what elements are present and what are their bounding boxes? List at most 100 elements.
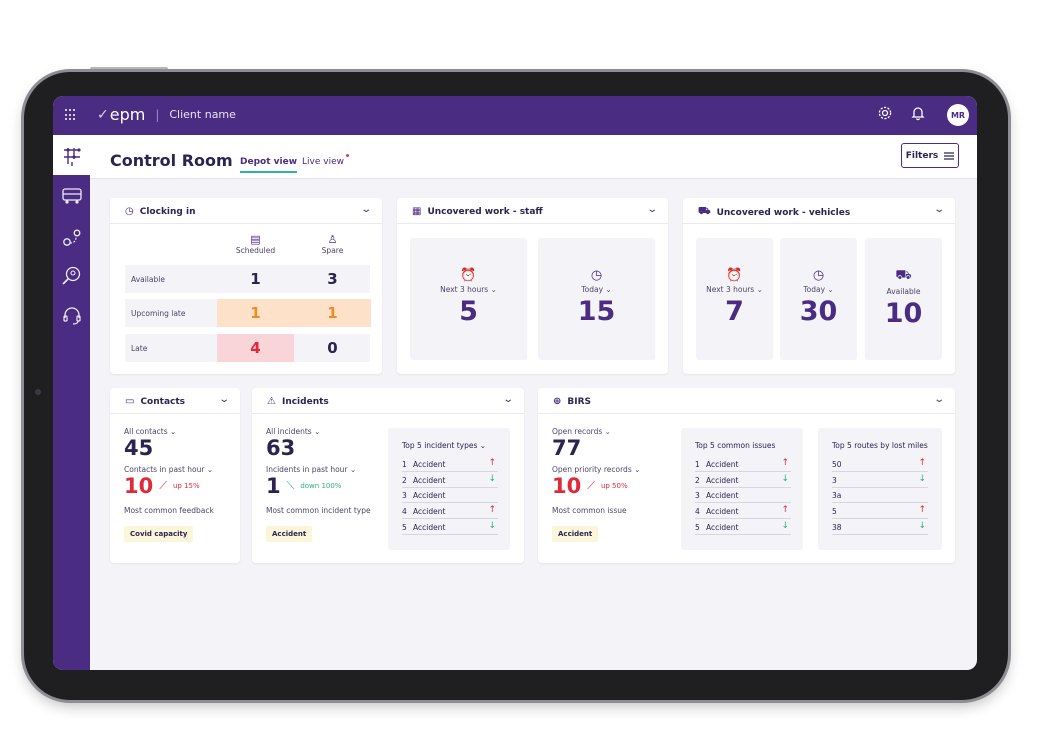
chevron-down-icon[interactable]: ⌄ <box>932 204 945 215</box>
live-indicator-dot <box>345 154 349 157</box>
tab-live-view[interactable]: Live view <box>302 154 349 167</box>
trend-up-icon: ⟋ <box>587 479 595 492</box>
top-common-issues: Top 5 common issues 1 Accident ↑ 2 Accident… <box>681 428 803 550</box>
scheduled-label: Scheduled <box>235 246 276 255</box>
route: 38 <box>832 523 842 532</box>
item-text: Accident <box>413 491 446 500</box>
incidents-title: Incidents <box>281 396 329 407</box>
rank: 1 <box>402 460 407 469</box>
past-hour-label[interactable]: Incidents in past hour <box>266 465 348 474</box>
alarm-clock-icon: ⏰ <box>726 268 743 283</box>
uncovered-vehicles-header[interactable]: ⛟ Uncovered work - vehicles ⌄ <box>683 198 955 224</box>
upcoming-late-scheduled-value: 1 <box>217 299 294 327</box>
trend-up-icon: ⟋ <box>159 479 167 492</box>
tab-depot-view[interactable]: Depot view <box>240 157 298 173</box>
spare-column-header: ♙ Spare <box>294 233 371 255</box>
tile-value: 10 <box>884 298 923 329</box>
tile-value: 15 <box>577 296 616 327</box>
arrow-up-icon: ↑ <box>781 458 789 468</box>
open-records-label[interactable]: Open records <box>552 427 603 436</box>
sidebar-item-vehicles[interactable] <box>53 187 90 209</box>
priority-records-label[interactable]: Open priority records <box>552 465 632 474</box>
row-label: Late <box>131 344 148 353</box>
sidebar-item-support[interactable] <box>53 305 90 331</box>
contacts-title-wrap: ▭ Contacts <box>125 396 185 407</box>
tablet-camera <box>35 389 41 395</box>
clocking-in-title-wrap: ◷ Clocking in <box>125 206 196 217</box>
clocking-in-header[interactable]: ◷ Clocking in ⌄ <box>110 198 382 224</box>
sidebar <box>53 135 90 670</box>
common-issue-label: Most common issue <box>552 506 627 515</box>
available-scheduled-value: 1 <box>250 270 261 288</box>
clocking-in-title: Clocking in <box>139 206 196 217</box>
tile-label: Available <box>886 287 921 296</box>
rank: 5 <box>695 523 700 532</box>
client-name: Client name <box>169 108 236 121</box>
uncovered-staff-card: ▦ Uncovered work - staff ⌄ ⏰ Next 3 hour… <box>397 198 668 374</box>
all-contacts-label[interactable]: All contacts <box>124 427 168 436</box>
arrow-down-icon: ↓ <box>488 521 496 531</box>
trend-text: up 50% <box>600 482 628 490</box>
vehicles-today-tile[interactable]: ◷ Today ⌄ 30 <box>780 238 857 360</box>
chevron-down-icon[interactable]: ⌄ <box>932 394 945 405</box>
grid-icon[interactable] <box>65 109 77 121</box>
top-bar: ✓ epm | Client name MR <box>53 96 977 135</box>
chevron-down-icon[interactable]: ⌄ <box>359 204 372 215</box>
list-item: 5 Accident ↓ <box>402 520 498 535</box>
calendar-icon: ▦ <box>412 206 422 217</box>
bell-icon[interactable] <box>910 105 926 125</box>
row-label: Upcoming late <box>131 309 186 318</box>
tile-value: 30 <box>799 296 838 327</box>
uncovered-vehicles-title: Uncovered work - vehicles <box>716 207 851 218</box>
rank: 3 <box>695 491 700 500</box>
contacts-header[interactable]: ▭ Contacts ⌄ <box>110 388 240 414</box>
clocking-row-upcoming-late: Upcoming late 1 1 <box>125 299 371 327</box>
rank: 4 <box>402 507 407 516</box>
route: 50 <box>832 460 842 469</box>
bus-add-icon: ⛟ <box>895 268 912 283</box>
all-incidents-label[interactable]: All incidents <box>266 427 312 436</box>
sidebar-item-search[interactable] <box>53 265 90 291</box>
control-room-icon <box>64 148 81 166</box>
late-spare-value: 0 <box>327 339 338 357</box>
app-screen: ✓ epm | Client name MR <box>53 96 977 670</box>
past-hour-label[interactable]: Contacts in past hour <box>124 465 205 474</box>
vehicles-next-3-hours-tile[interactable]: ⏰ Next 3 hours ⌄ 7 <box>696 238 773 360</box>
arrow-up-icon: ↑ <box>781 505 789 515</box>
item-text: Accident <box>706 460 739 469</box>
incident-type-chip: Accident <box>266 526 313 542</box>
chevron-down-icon[interactable]: ⌄ <box>645 204 658 215</box>
filters-label: Filters <box>905 150 939 161</box>
late-scheduled-value: 4 <box>217 334 294 362</box>
birs-title: BIRS <box>567 396 592 407</box>
staff-next-3-hours-tile[interactable]: ⏰ Next 3 hours ⌄ 5 <box>410 238 527 360</box>
sidebar-item-routes[interactable] <box>53 227 90 253</box>
chevron-down-icon[interactable]: ⌄ <box>501 394 514 405</box>
top-routes-lost-miles: Top 5 routes by lost miles 50 ↑ 3 ↓ 3a 5 ↑ … <box>818 428 942 550</box>
filters-button[interactable]: Filters <box>901 143 959 168</box>
staff-today-tile[interactable]: ◷ Today ⌄ 15 <box>538 238 655 360</box>
birs-card: ⊕ BIRS ⌄ Open records ⌄ 77 Open priority… <box>538 388 955 563</box>
birs-body: Open records ⌄ 77 Open priority records … <box>552 427 640 542</box>
incidents-title-wrap: ⚠ Incidents <box>267 396 329 407</box>
top-incident-types-title[interactable]: Top 5 incident types <box>402 441 478 450</box>
item-text: Accident <box>413 460 446 469</box>
incidents-header[interactable]: ⚠ Incidents ⌄ <box>252 388 524 414</box>
all-contacts-value: 45 <box>124 436 154 460</box>
all-incidents-value: 63 <box>266 436 296 460</box>
uncovered-vehicles-title-wrap: ⛟ Uncovered work - vehicles <box>698 206 850 219</box>
vehicles-available-tile[interactable]: ⛟ Available 10 <box>865 238 942 360</box>
sidebar-item-control-room[interactable] <box>53 135 90 175</box>
tile-value: 5 <box>459 296 478 327</box>
rank: 3 <box>402 491 407 500</box>
contacts-body: All contacts ⌄ 45 Contacts in past hour … <box>124 427 214 542</box>
page-header: Control Room Depot view Live view Filter… <box>90 135 977 179</box>
list-item: 3 ↓ <box>832 473 928 488</box>
gear-icon[interactable] <box>877 105 893 125</box>
avatar[interactable]: MR <box>947 104 969 126</box>
app-logo[interactable]: ✓ epm | Client name <box>97 105 236 124</box>
list-item: 4 Accident ↑ <box>695 504 791 519</box>
chevron-down-icon[interactable]: ⌄ <box>217 394 230 405</box>
uncovered-staff-header[interactable]: ▦ Uncovered work - staff ⌄ <box>397 198 668 224</box>
birs-header[interactable]: ⊕ BIRS ⌄ <box>538 388 955 414</box>
